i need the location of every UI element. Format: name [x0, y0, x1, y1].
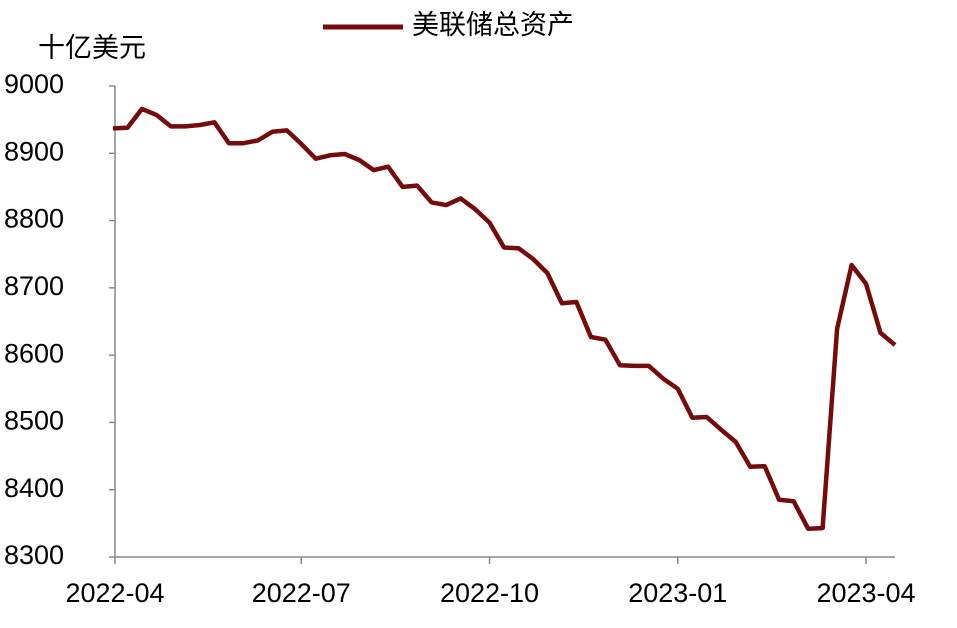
- y-tick-label: 8900: [4, 136, 64, 166]
- y-tick-label: 8400: [4, 473, 64, 503]
- x-tick-label: 2022-10: [440, 578, 539, 608]
- y-tick-label: 8500: [4, 406, 64, 436]
- y-tick-label: 8300: [4, 540, 64, 570]
- y-tick-label: 8700: [4, 271, 64, 301]
- y-tick-label: 9000: [4, 69, 64, 99]
- x-tick-label: 2023-01: [628, 578, 727, 608]
- x-tick-label: 2023-04: [816, 578, 915, 608]
- data-line: [112, 106, 897, 531]
- y-axis-label: 十亿美元: [38, 33, 146, 63]
- x-tick-label: 2022-07: [252, 578, 351, 608]
- x-tick-label: 2022-04: [65, 578, 164, 608]
- y-tick-label: 8800: [4, 204, 64, 234]
- legend-label: 美联储总资产: [412, 10, 574, 40]
- y-tick-label: 8600: [4, 338, 64, 368]
